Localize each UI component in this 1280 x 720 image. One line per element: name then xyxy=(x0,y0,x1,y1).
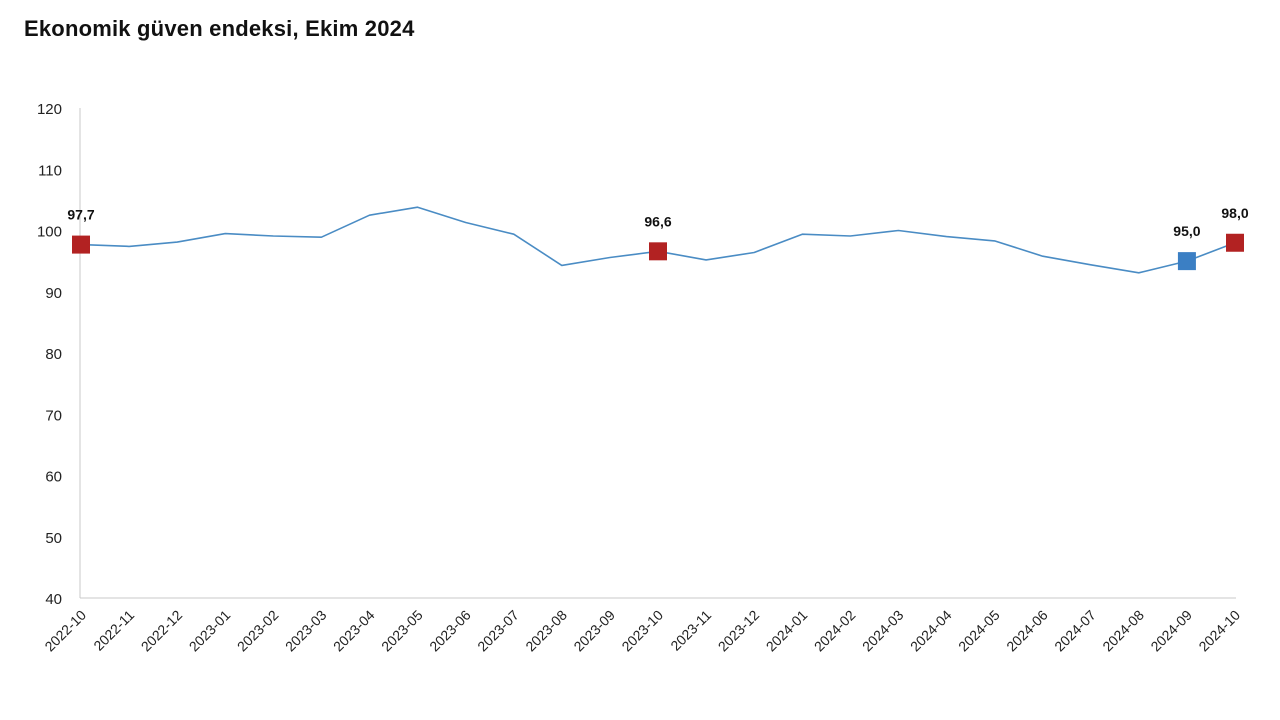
chart-axes: 40 50 60 70 80 90 100 110 120 2022-10 2022-11 2022-… xyxy=(37,101,1243,654)
highlight-marker xyxy=(649,242,667,261)
data-label: 98,0 xyxy=(1221,205,1248,221)
y-tick-label: 60 xyxy=(45,469,62,486)
x-tick-label: 2023-10 xyxy=(618,607,666,655)
x-tick-label: 2022-11 xyxy=(90,607,137,654)
chart-title: Ekonomik güven endeksi, Ekim 2024 xyxy=(24,16,415,41)
x-tick-label: 2024-04 xyxy=(907,607,955,655)
x-tick-label: 2023-08 xyxy=(522,607,570,655)
chart-highlights: 97,7 96,6 95,0 98,0 xyxy=(67,205,1249,271)
y-tick-label: 110 xyxy=(38,162,62,179)
x-tick-label: 2024-07 xyxy=(1051,607,1099,655)
x-tick-label: 2022-10 xyxy=(41,607,89,655)
x-tick-label: 2023-02 xyxy=(234,607,282,655)
x-tick-label: 2023-11 xyxy=(667,607,714,654)
x-tick-label: 2024-10 xyxy=(1195,607,1243,655)
x-tick-label: 2024-03 xyxy=(859,607,907,655)
data-label: 96,6 xyxy=(644,213,671,229)
y-tick-label: 40 xyxy=(45,591,62,608)
y-tick-label: 90 xyxy=(45,285,62,302)
y-tick-label: 100 xyxy=(37,224,62,241)
x-tick-label: 2023-09 xyxy=(570,607,618,655)
x-tick-label: 2024-02 xyxy=(811,607,859,655)
y-tick-label: 70 xyxy=(45,407,62,424)
highlight-marker xyxy=(1177,252,1196,271)
x-tick-label: 2024-01 xyxy=(763,607,811,655)
x-tick-label: 2023-05 xyxy=(378,607,426,655)
x-tick-label: 2024-08 xyxy=(1099,607,1147,655)
highlight-marker xyxy=(72,235,90,254)
y-tick-label: 80 xyxy=(45,346,62,363)
x-tick-label: 2023-06 xyxy=(426,607,474,655)
y-tick-label: 120 xyxy=(37,101,62,118)
x-tick-label: 2024-09 xyxy=(1147,607,1195,655)
x-tick-label: 2023-07 xyxy=(474,607,522,655)
x-tick-label: 2023-04 xyxy=(330,607,378,655)
y-tick-label: 50 xyxy=(45,530,62,547)
x-tick-label: 2022-12 xyxy=(138,607,186,655)
x-tick-label: 2024-05 xyxy=(955,607,1003,655)
x-tick-label: 2024-06 xyxy=(1003,607,1051,655)
x-tick-label: 2023-01 xyxy=(186,607,234,655)
highlight-marker xyxy=(1226,233,1244,252)
x-tick-label: 2023-03 xyxy=(282,607,330,655)
x-tick-label: 2023-12 xyxy=(715,607,763,655)
data-label: 97,7 xyxy=(67,207,94,223)
data-label: 95,0 xyxy=(1173,223,1200,239)
